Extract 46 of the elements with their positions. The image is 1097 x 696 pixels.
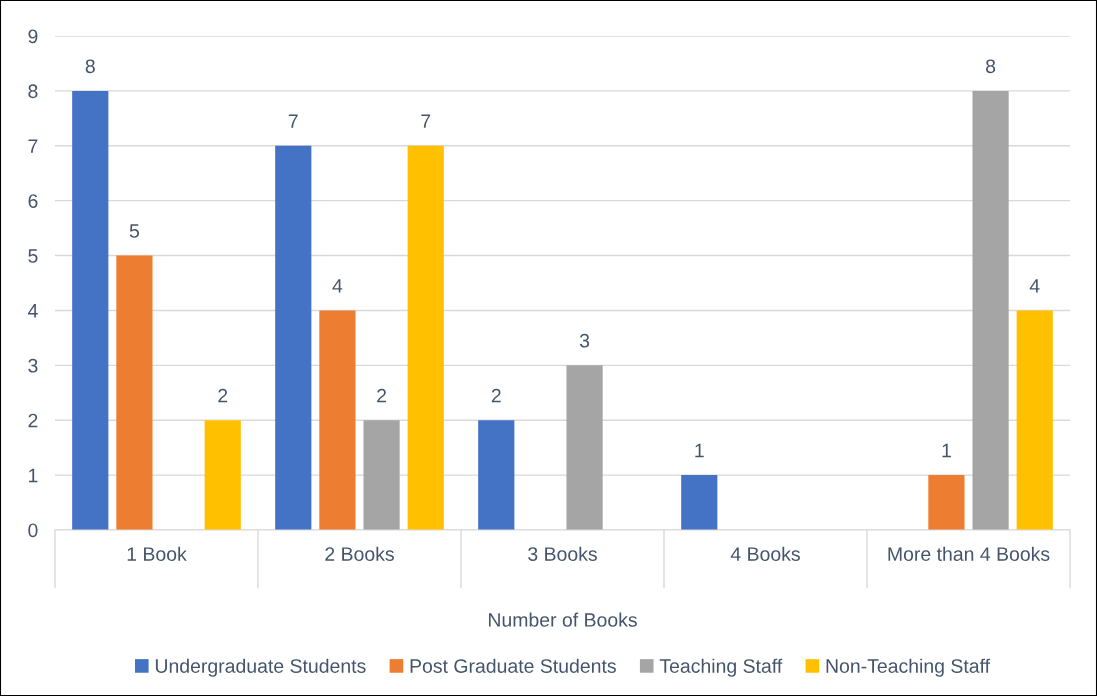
data-label: 2 <box>377 388 387 403</box>
y-tick-label: 7 <box>28 139 38 153</box>
data-label: 2 <box>491 388 501 403</box>
data-label: 7 <box>288 114 298 128</box>
data-label: 4 <box>332 279 343 293</box>
data-label: 1 <box>695 443 704 458</box>
y-tick-label: 9 <box>28 29 38 44</box>
bar <box>972 90 1009 530</box>
data-label: 7 <box>421 114 431 128</box>
data-label: 5 <box>129 224 140 238</box>
y-tick-label: 6 <box>28 194 38 208</box>
bar <box>681 475 718 530</box>
data-label: 1 <box>942 443 951 458</box>
data-label: 3 <box>579 333 590 348</box>
data-label: 4 <box>1029 279 1040 293</box>
y-tick-label: 2 <box>28 413 38 428</box>
legend-label: Teaching Staff <box>659 658 783 677</box>
bar <box>363 420 400 530</box>
x-tick-label: 3 Books <box>528 546 597 561</box>
bar <box>204 420 241 530</box>
x-axis-title: Number of Books <box>488 612 637 627</box>
y-tick-label: 4 <box>27 304 38 318</box>
legend-label: Undergraduate Students <box>155 658 366 677</box>
bar <box>72 90 109 530</box>
y-tick-label: 8 <box>28 84 38 99</box>
x-tick-label: More than 4 Books <box>888 546 1050 561</box>
bar <box>116 255 153 530</box>
bar <box>407 145 444 530</box>
data-label: 2 <box>218 388 228 403</box>
legend-label: Non-Teaching Staff <box>826 658 991 677</box>
data-label: 8 <box>85 59 95 74</box>
y-tick-label: 5 <box>28 249 38 263</box>
bar <box>319 310 356 530</box>
y-tick-label: 0 <box>28 523 38 538</box>
x-tick-label: 4 Books <box>730 546 800 561</box>
bar <box>478 420 515 530</box>
y-tick-label: 3 <box>28 358 38 373</box>
bar <box>1016 310 1053 530</box>
x-tick-label: 1 Book <box>127 546 187 561</box>
bar <box>275 145 312 530</box>
bar <box>928 475 965 530</box>
legend-label: Post Graduate Students <box>410 658 616 673</box>
data-label: 8 <box>986 59 996 74</box>
x-tick-label: 2 Books <box>325 546 394 561</box>
y-tick-label: 1 <box>29 468 38 483</box>
bar <box>566 365 603 530</box>
